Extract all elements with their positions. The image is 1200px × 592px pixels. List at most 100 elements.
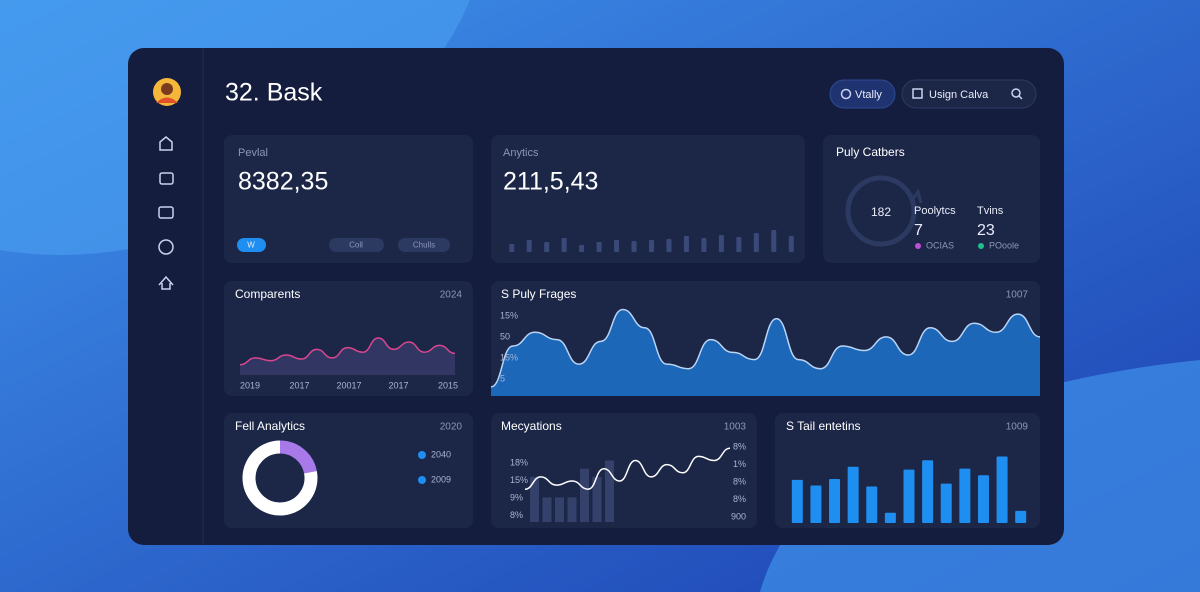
panel-corner: 1009	[1006, 422, 1029, 433]
bar	[596, 242, 602, 252]
stat-name: Poolytcs	[914, 205, 956, 217]
panel-title: S Tail entetins	[786, 419, 861, 433]
page-title: 32. Bask	[225, 79, 323, 107]
stat-name: Tvins	[977, 205, 1004, 217]
area	[491, 309, 1040, 396]
button[interactable]	[901, 79, 1037, 109]
legend-dot	[915, 243, 921, 249]
avatar-face	[161, 83, 173, 95]
axis-label: 8%	[733, 441, 746, 451]
card-title: Puly Catbers	[836, 145, 905, 159]
bar	[561, 238, 567, 252]
y-label: 5	[500, 373, 505, 383]
nav-clock[interactable]	[158, 239, 174, 255]
button-icon	[840, 88, 852, 100]
nav-briefcase[interactable]	[158, 206, 174, 219]
legend-label: POoole	[989, 240, 1019, 250]
panel-corner: 1003	[724, 422, 747, 433]
legend-dot	[418, 451, 426, 459]
bar	[922, 460, 934, 523]
button-icon	[912, 88, 923, 99]
bar	[847, 466, 859, 523]
bar	[1015, 510, 1027, 523]
bar	[614, 240, 620, 252]
button-label: Usign Calva	[929, 89, 989, 101]
bar	[810, 485, 822, 523]
bar	[788, 236, 794, 252]
pill-label: Chulls	[413, 241, 435, 250]
ring-value: 182	[871, 205, 891, 219]
y-label: 15%	[500, 352, 518, 362]
legend-label: 2040	[431, 449, 451, 459]
axis-label: 8%	[733, 494, 746, 504]
pill-label: W	[247, 241, 255, 250]
legend-label: OCIAS	[926, 240, 954, 250]
pill[interactable]	[329, 238, 384, 252]
card	[491, 135, 805, 263]
stat-value: 23	[977, 222, 995, 239]
bar	[580, 468, 589, 522]
panel-title: Fell Analytics	[235, 419, 305, 433]
card-value: 8382,35	[238, 168, 328, 196]
stat-value: 7	[914, 222, 923, 239]
pill[interactable]	[398, 238, 450, 252]
panel-corner: 2024	[440, 290, 463, 301]
nav-home[interactable]	[159, 136, 173, 151]
ring	[845, 175, 917, 247]
line	[239, 337, 456, 366]
bar	[753, 233, 759, 252]
x-label: 2017	[388, 380, 408, 390]
bar	[829, 478, 841, 523]
x-label: 20017	[336, 380, 361, 390]
bar	[526, 240, 532, 252]
pill[interactable]	[237, 238, 266, 252]
donut-segment	[279, 440, 317, 474]
bar	[683, 236, 689, 252]
panel-corner: 1007	[1006, 290, 1029, 301]
button-label: Vtally	[855, 89, 882, 101]
axis-label: 15%	[510, 475, 528, 485]
bar	[791, 479, 803, 523]
bar	[544, 242, 550, 252]
bar	[530, 476, 539, 522]
bar	[555, 497, 564, 522]
card-label: Anytics	[503, 147, 539, 159]
x-label: 2019	[240, 380, 260, 390]
search-icon	[1018, 95, 1023, 100]
bar	[736, 237, 742, 252]
ring-arrow	[910, 188, 923, 204]
axis-label: 8%	[733, 476, 746, 486]
bar	[666, 239, 672, 252]
legend-dot	[418, 476, 426, 484]
panel-title: Mecyations	[501, 419, 562, 433]
axis-label: 1%	[733, 459, 746, 469]
donut-segment	[242, 440, 318, 516]
panel-corner: 2020	[440, 422, 463, 433]
panel-title: Comparents	[235, 287, 300, 301]
y-label: 50	[500, 331, 510, 341]
card	[823, 135, 1040, 263]
legend-dot	[978, 243, 984, 249]
line	[490, 308, 1041, 388]
bar	[718, 235, 724, 252]
x-label: 2017	[289, 380, 309, 390]
bar	[631, 241, 637, 252]
bar	[959, 468, 971, 523]
axis-label: 8%	[510, 510, 523, 520]
y-label: 15%	[500, 310, 518, 320]
bar	[509, 244, 515, 252]
bar	[542, 497, 552, 522]
bar	[996, 456, 1008, 523]
avatar-body	[156, 97, 178, 103]
nav-settings[interactable]	[158, 275, 174, 290]
bar	[567, 497, 577, 522]
bar	[866, 486, 878, 523]
button[interactable]	[829, 79, 896, 109]
search-icon[interactable]	[1011, 88, 1021, 98]
bar	[701, 238, 707, 252]
nav-inbox[interactable]	[159, 172, 174, 185]
bar	[884, 512, 896, 523]
bar	[649, 240, 654, 252]
axis-label: 18%	[510, 457, 528, 467]
